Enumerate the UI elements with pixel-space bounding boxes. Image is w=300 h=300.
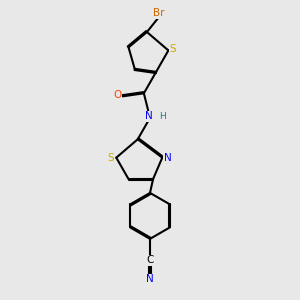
Text: C: C (146, 255, 154, 265)
Text: S: S (170, 44, 176, 54)
Text: N: N (145, 111, 152, 121)
Text: S: S (107, 153, 114, 163)
Text: Br: Br (153, 8, 165, 18)
Text: N: N (146, 274, 154, 284)
Text: O: O (114, 90, 122, 100)
Text: N: N (164, 153, 172, 163)
Text: H: H (160, 112, 166, 121)
